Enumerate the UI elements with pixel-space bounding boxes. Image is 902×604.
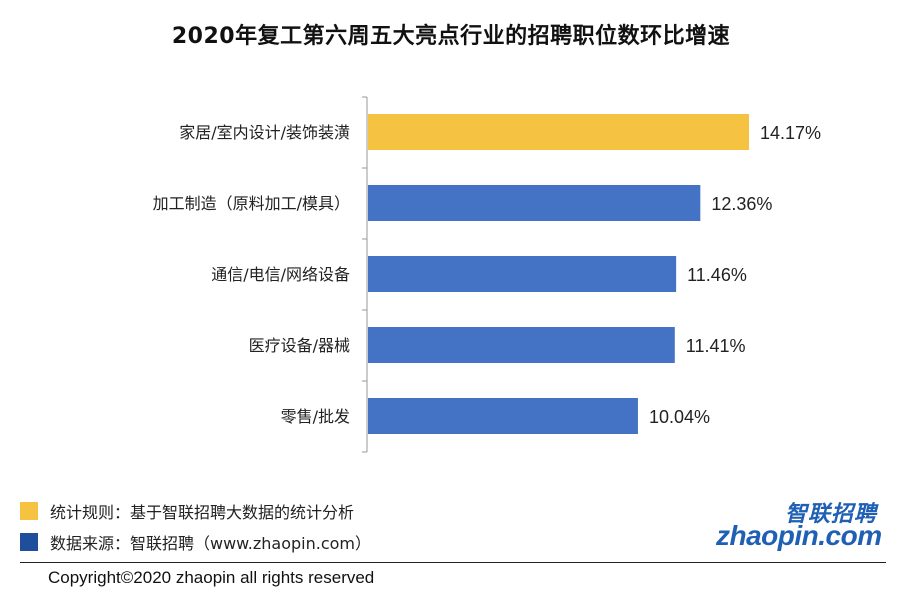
bar-0 bbox=[368, 114, 749, 150]
data-label: 12.36% bbox=[711, 194, 772, 214]
logo-en-text: zhaopin.com bbox=[716, 520, 882, 551]
legend-swatch-blue bbox=[20, 533, 38, 551]
legend-item-rule: 统计规则：基于智联招聘大数据的统计分析 bbox=[20, 500, 354, 522]
logo-cn-text: 智联招聘 bbox=[784, 502, 877, 527]
zhaopin-logo: 智联招聘 zhaopin.com bbox=[716, 496, 891, 560]
data-label: 11.41% bbox=[686, 336, 746, 356]
category-label: 加工制造（原料加工/模具） bbox=[153, 194, 350, 213]
legend-item-source: 数据来源：智联招聘（www.zhaopin.com） bbox=[20, 531, 371, 553]
footer-divider bbox=[20, 562, 886, 563]
legend-text-source: 数据来源：智联招聘（www.zhaopin.com） bbox=[50, 534, 372, 553]
chart-title: 2020年复工第六周五大亮点行业的招聘职位数环比增速 bbox=[171, 24, 731, 49]
legend-swatch-yellow bbox=[20, 502, 38, 520]
category-label: 家居/室内设计/装饰装潢 bbox=[179, 123, 350, 142]
data-label: 11.46% bbox=[687, 265, 747, 285]
bar-3 bbox=[368, 327, 675, 363]
bar-4 bbox=[368, 398, 638, 434]
bar-1 bbox=[368, 185, 701, 221]
data-label: 14.17% bbox=[760, 123, 821, 143]
bar-2 bbox=[368, 256, 677, 292]
category-label: 零售/批发 bbox=[281, 407, 350, 426]
legend-text-rule: 统计规则：基于智联招聘大数据的统计分析 bbox=[50, 503, 355, 522]
copyright-text: Copyright©2020 zhaopin all rights reserv… bbox=[48, 568, 375, 587]
category-label: 通信/电信/网络设备 bbox=[211, 265, 350, 284]
data-label: 10.04% bbox=[649, 407, 710, 427]
category-label: 医疗设备/器械 bbox=[249, 336, 350, 355]
